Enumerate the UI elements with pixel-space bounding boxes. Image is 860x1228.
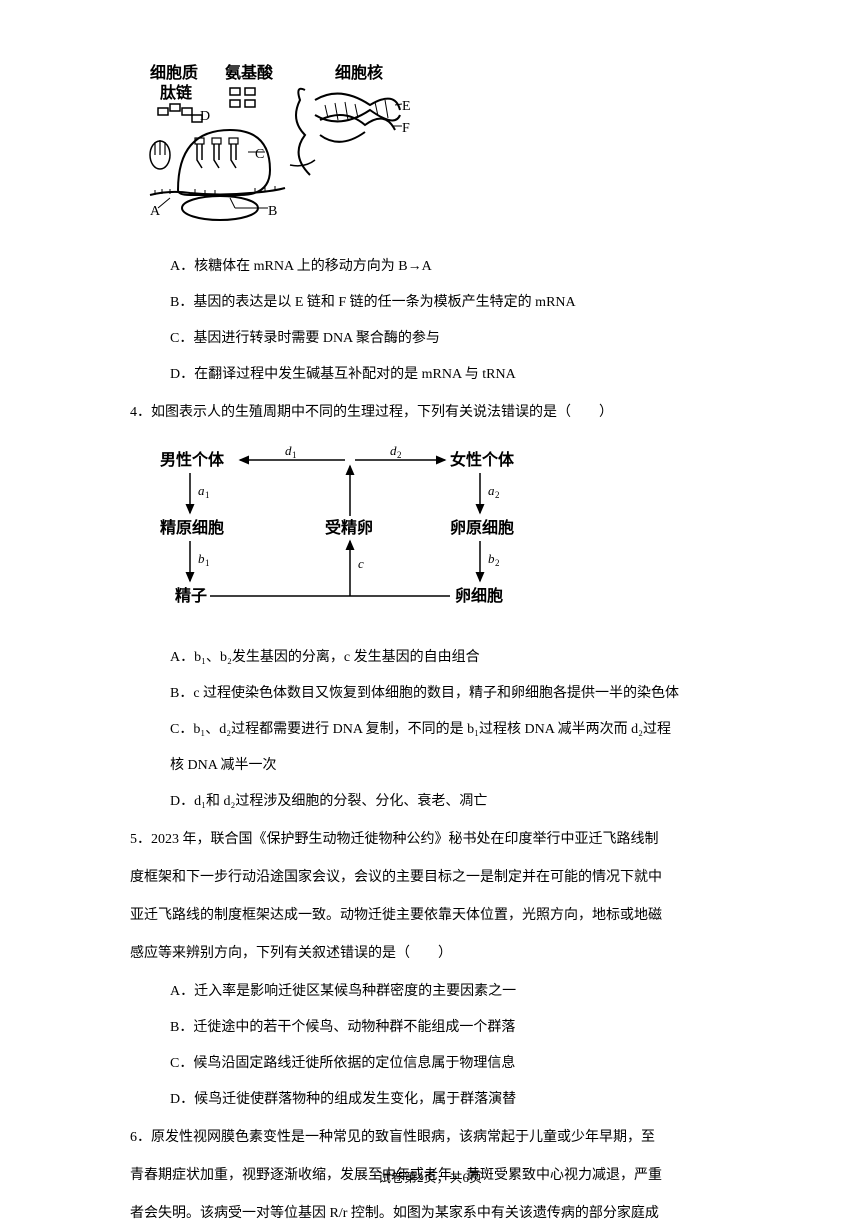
svg-text:a: a	[198, 483, 205, 498]
q4-option-B: B．c 过程使染色体数目又恢复到体细胞的数目，精子和卵细胞各提供一半的染色体	[170, 680, 750, 708]
node-sperm: 精子	[175, 586, 207, 605]
point-C: C	[255, 147, 264, 162]
node-male: 男性个体	[160, 450, 225, 469]
q3-option-B: B．基因的表达是以 E 链和 F 链的任一条为模板产生特定的 mRNA	[170, 289, 750, 317]
node-spermatogonium: 精原细胞	[160, 518, 224, 537]
svg-text:d: d	[285, 443, 292, 458]
svg-text:c: c	[358, 556, 364, 571]
q4-option-C1: C．b₁、d₂过程都需要进行 DNA 复制，不同的是 b₁过程核 DNA 减半两…	[170, 716, 750, 744]
q5-stem-3: 亚迁飞路线的制度框架达成一致。动物迁徙主要依靠天体位置，光照方向，地标或地磁	[130, 902, 750, 930]
label-amino-acid: 氨基酸	[225, 63, 274, 82]
label-nucleus: 细胞核	[335, 63, 383, 82]
label-peptide: 肽链	[160, 83, 193, 102]
diagram-gene-expression: 细胞质 氨基酸 细胞核 肽链 D C	[140, 60, 750, 235]
q3-option-D: D．在翻译过程中发生碱基互补配对的是 mRNA 与 tRNA	[170, 361, 750, 389]
node-fertilized: 受精卵	[325, 518, 373, 537]
q4-option-D: D．d₁和 d₂过程涉及细胞的分裂、分化、衰老、凋亡	[170, 788, 750, 816]
svg-text:d: d	[390, 443, 397, 458]
svg-text:a: a	[488, 483, 495, 498]
svg-text:2: 2	[495, 490, 500, 500]
point-D: D	[200, 109, 210, 124]
node-female: 女性个体	[450, 450, 515, 469]
point-B: B	[268, 204, 277, 219]
svg-text:1: 1	[292, 450, 297, 460]
svg-text:b: b	[198, 551, 205, 566]
q6-line3: 者会失明。该病受一对等位基因 R/r 控制。如图为某家系中有关该遗传病的部分家庭…	[130, 1200, 750, 1228]
node-oogonia: 卵原细胞	[450, 518, 514, 537]
page-footer: 试卷第2页，共6页	[0, 1167, 860, 1186]
point-E: E	[402, 99, 411, 114]
q4-option-C2: 核 DNA 减半一次	[170, 752, 750, 780]
q5-option-D: D．候鸟迁徙使群落物种的组成发生变化，属于群落演替	[170, 1086, 750, 1114]
q4-stem: 4．如图表示人的生殖周期中不同的生理过程，下列有关说法错误的是（ ）	[130, 399, 750, 427]
q5-option-C: C．候鸟沿固定路线迁徙所依据的定位信息属于物理信息	[170, 1050, 750, 1078]
q3-option-C: C．基因进行转录时需要 DNA 聚合酶的参与	[170, 325, 750, 353]
q5-stem-4: 感应等来辨别方向，下列有关叙述错误的是（ ）	[130, 940, 750, 968]
q5-stem-1: 5．2023 年，联合国《保护野生动物迁徙物种公约》秘书处在印度举行中亚迁飞路线…	[130, 826, 750, 854]
q5-option-A: A．迁入率是影响迁徙区某候鸟种群密度的主要因素之一	[170, 978, 750, 1006]
trna-group	[195, 138, 238, 168]
svg-text:2: 2	[397, 450, 402, 460]
node-egg: 卵细胞	[455, 586, 503, 605]
q5-stem-2: 度框架和下一步行动沿途国家会议，会议的主要目标之一是制定并在可能的情况下就中	[130, 864, 750, 892]
q4-option-A: A．b₁、b₂发生基因的分离，c 发生基因的自由组合	[170, 644, 750, 672]
svg-text:1: 1	[205, 558, 210, 568]
svg-text:1: 1	[205, 490, 210, 500]
q3-option-A: A．核糖体在 mRNA 上的移动方向为 B→A	[170, 253, 750, 281]
label-cytoplasm: 细胞质	[150, 63, 198, 82]
q5-option-B: B．迁徙途中的若干个候鸟、动物种群不能组成一个群落	[170, 1014, 750, 1042]
point-F: F	[402, 121, 410, 136]
svg-text:b: b	[488, 551, 495, 566]
diagram-reproduction-cycle: 男性个体 女性个体 d1 d2 a1 a2 精原细胞 受精卵 卵原细胞 b1 b…	[150, 443, 750, 628]
svg-text:2: 2	[495, 558, 500, 568]
q6-line1: 6．原发性视网膜色素变性是一种常见的致盲性眼病，该病常起于儿童或少年早期，至	[130, 1124, 750, 1152]
